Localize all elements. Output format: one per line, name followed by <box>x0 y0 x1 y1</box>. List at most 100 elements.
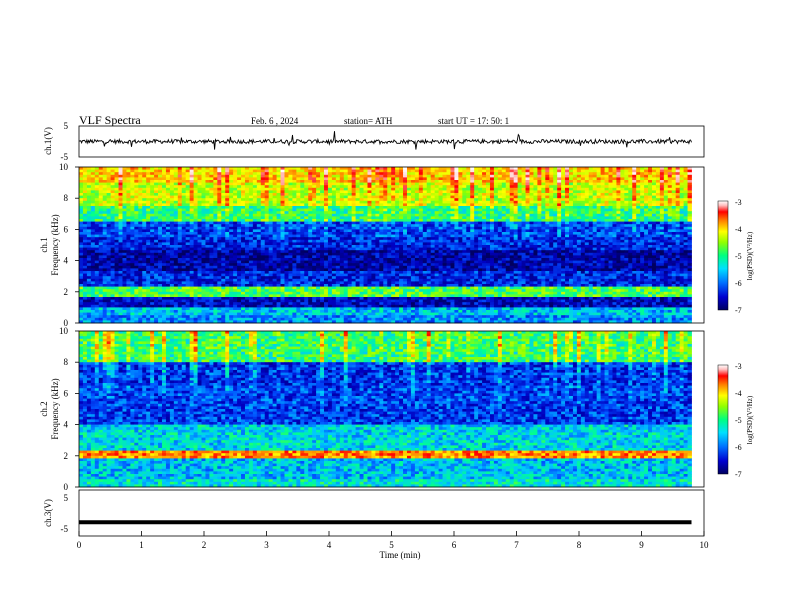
heatmap-cell <box>174 235 178 238</box>
heatmap-cell <box>537 214 541 217</box>
heatmap-cell <box>213 216 217 219</box>
heatmap-cell <box>458 170 462 173</box>
heatmap-cell <box>253 201 257 204</box>
heatmap-cell <box>609 183 613 186</box>
heatmap-cell <box>95 222 99 225</box>
heatmap-cell <box>494 183 498 186</box>
heatmap-cell <box>111 222 115 225</box>
heatmap-cell <box>198 180 202 183</box>
heatmap-cell <box>628 172 632 175</box>
heatmap-cell <box>300 183 304 186</box>
heatmap-cell <box>367 219 371 222</box>
heatmap-cell <box>541 216 545 219</box>
heatmap-cell <box>348 183 352 186</box>
heatmap-cell <box>533 206 537 209</box>
heatmap-cell <box>537 216 541 219</box>
heatmap-cell <box>549 167 553 170</box>
heatmap-cell <box>344 211 348 214</box>
heatmap-cell <box>585 203 589 206</box>
heatmap-cell <box>557 211 561 214</box>
heatmap-cell <box>138 224 142 227</box>
heatmap-cell <box>427 196 431 199</box>
heatmap-cell <box>490 172 494 175</box>
heatmap-cell <box>367 242 371 245</box>
heatmap-cell <box>494 185 498 188</box>
heatmap-cell <box>423 185 427 188</box>
heatmap-cell <box>387 206 391 209</box>
heatmap-cell <box>158 177 162 180</box>
heatmap-cell <box>348 237 352 240</box>
heatmap-cell <box>439 175 443 178</box>
heatmap-cell <box>435 216 439 219</box>
heatmap-cell <box>640 183 644 186</box>
heatmap-cell <box>415 172 419 175</box>
heatmap-cell <box>415 190 419 193</box>
heatmap-cell <box>533 235 537 238</box>
heatmap-cell <box>126 183 130 186</box>
heatmap-cell <box>91 224 95 227</box>
heatmap-cell <box>624 175 628 178</box>
heatmap-cell <box>533 177 537 180</box>
heatmap-cell <box>391 167 395 170</box>
heatmap-cell <box>170 250 174 253</box>
heatmap-cell <box>561 245 565 248</box>
heatmap-cell <box>668 188 672 191</box>
heatmap-cell <box>126 193 130 196</box>
heatmap-cell <box>186 203 190 206</box>
heatmap-cell <box>261 229 265 232</box>
heatmap-cell <box>269 175 273 178</box>
heatmap-cell <box>375 240 379 243</box>
heatmap-cell <box>352 216 356 219</box>
heatmap-cell <box>533 203 537 206</box>
heatmap-cell <box>462 188 466 191</box>
heatmap-cell <box>494 237 498 240</box>
heatmap-cell <box>490 196 494 199</box>
heatmap-cell <box>186 214 190 217</box>
heatmap-cell <box>221 196 225 199</box>
heatmap-cell <box>593 235 597 238</box>
heatmap-cell <box>474 183 478 186</box>
heatmap-cell <box>332 222 336 225</box>
heatmap-cell <box>356 198 360 201</box>
heatmap-cell <box>182 242 186 245</box>
heatmap-cell <box>154 185 158 188</box>
heatmap-cell <box>348 203 352 206</box>
heatmap-cell <box>190 214 194 217</box>
heatmap-cell <box>391 193 395 196</box>
heatmap-cell <box>130 229 134 232</box>
heatmap-cell <box>182 196 186 199</box>
heatmap-cell <box>324 224 328 227</box>
heatmap-cell <box>174 222 178 225</box>
heatmap-cell <box>229 214 233 217</box>
heatmap-cell <box>209 227 213 230</box>
heatmap-cell <box>522 248 526 251</box>
heatmap-cell <box>660 248 664 251</box>
heatmap-cell <box>407 180 411 183</box>
heatmap-cell <box>316 175 320 178</box>
heatmap-cell <box>494 216 498 219</box>
heatmap-cell <box>296 245 300 248</box>
heatmap-cell <box>95 175 99 178</box>
heatmap-cell <box>450 248 454 251</box>
heatmap-cell <box>383 180 387 183</box>
heatmap-cell <box>312 227 316 230</box>
heatmap-cell <box>277 201 281 204</box>
heatmap-cell <box>593 242 597 245</box>
heatmap-cell <box>589 245 593 248</box>
heatmap-cell <box>628 248 632 251</box>
heatmap-cell <box>561 235 565 238</box>
heatmap-cell <box>620 201 624 204</box>
heatmap-cell <box>281 196 285 199</box>
heatmap-cell <box>107 170 111 173</box>
heatmap-cell <box>277 242 281 245</box>
heatmap-cell <box>126 250 130 253</box>
heatmap-cell <box>648 224 652 227</box>
heatmap-cell <box>312 175 316 178</box>
heatmap-cell <box>522 216 526 219</box>
heatmap-cell <box>296 235 300 238</box>
heatmap-cell <box>304 227 308 230</box>
heatmap-cell <box>589 248 593 251</box>
heatmap-cell <box>518 180 522 183</box>
heatmap-cell <box>150 206 154 209</box>
heatmap-cell <box>146 183 150 186</box>
